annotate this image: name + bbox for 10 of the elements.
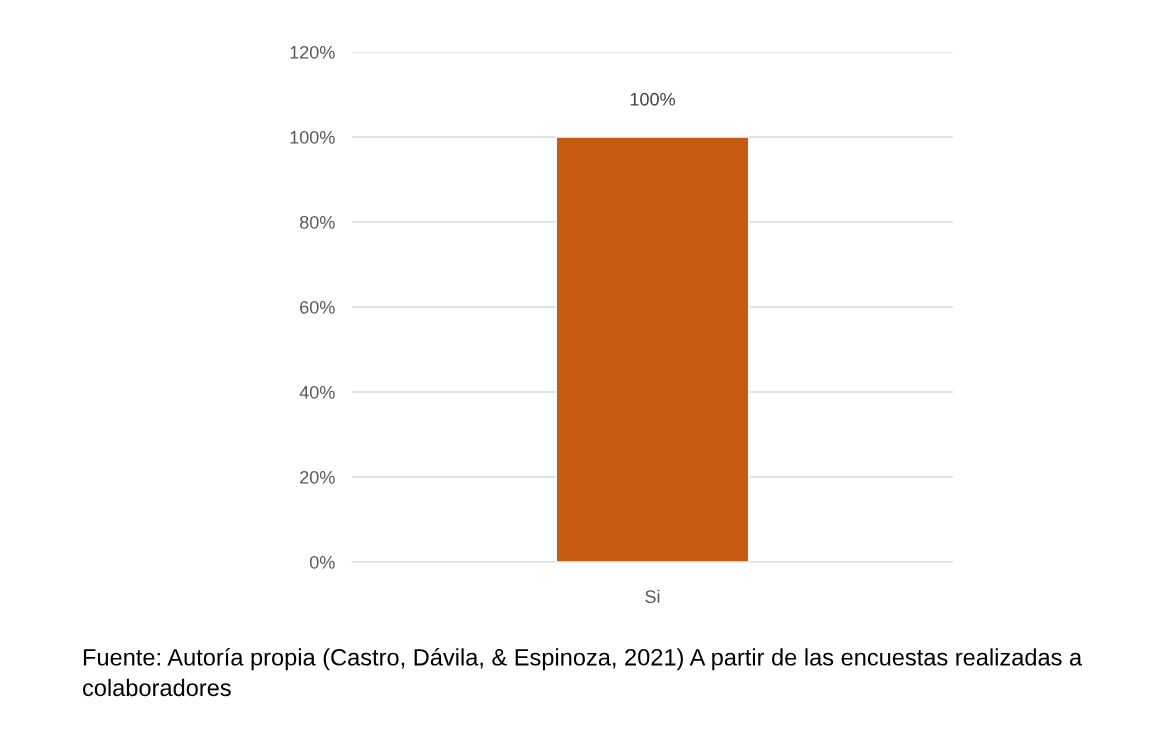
- y-tick-label: 100%: [290, 130, 335, 144]
- y-tick-label: 120%: [290, 45, 335, 59]
- y-tick-label: 20%: [300, 470, 335, 484]
- y-tick-label: 40%: [299, 385, 335, 399]
- y-tick-label: 0%: [309, 555, 335, 569]
- y-tick-label: 80%: [299, 215, 335, 229]
- x-tick-label: Si: [645, 589, 660, 604]
- source-note: Fuente: Autoría propia (Castro, Dávila, & Espinoza, 2021) A partir de las encuestas realizadas a colaboradores: [83, 648, 1083, 697]
- data-label: 100%: [630, 92, 675, 106]
- y-tick-label: 60%: [300, 300, 335, 314]
